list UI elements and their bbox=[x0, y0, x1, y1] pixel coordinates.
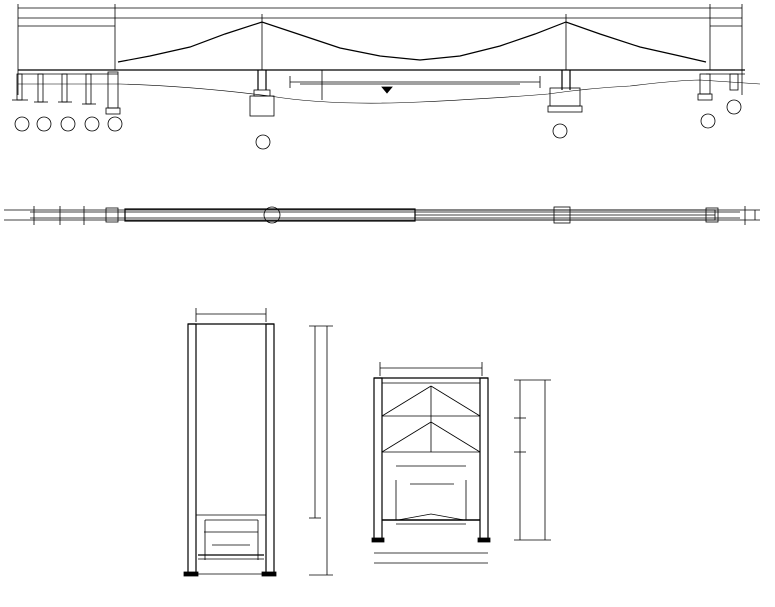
plan-view bbox=[4, 206, 760, 225]
side-view-tower bbox=[183, 308, 333, 577]
side-view-deck bbox=[371, 362, 551, 564]
elevation-view bbox=[12, 4, 761, 150]
